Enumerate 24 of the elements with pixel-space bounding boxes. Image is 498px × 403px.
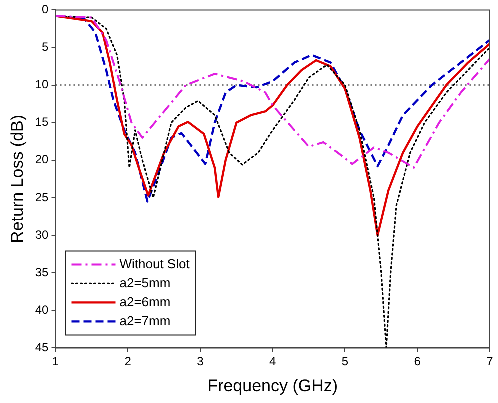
x-tick-label: 3	[197, 354, 204, 369]
y-tick-label: 5	[42, 40, 50, 54]
x-axis-title: Frequency (GHz)	[208, 376, 338, 396]
y-tick-label: 20	[35, 152, 50, 167]
y-axis-title: Return Loss (dB)	[8, 114, 27, 244]
x-tick-label: 7	[486, 354, 494, 369]
legend-label: a2=7mm	[120, 313, 171, 328]
line-series	[56, 15, 490, 169]
y-tick-label: 25	[35, 190, 50, 204]
y-tick-label: 45	[35, 340, 50, 355]
x-tick-label: 1	[52, 354, 60, 369]
x-tick-label: 6	[414, 354, 422, 369]
legend-label: a2=6mm	[120, 294, 171, 310]
y-tick-label: 10	[35, 78, 50, 92]
y-tick-label: 0	[42, 2, 50, 17]
legend-label: a2=5mm	[120, 275, 171, 290]
x-tick-label: 4	[270, 354, 277, 369]
y-tick-label: 40	[35, 302, 50, 317]
legend-label: Without Slot	[120, 256, 190, 272]
y-tick-label: 15	[35, 115, 50, 130]
x-tick-label: 5	[342, 354, 349, 369]
y-tick-label: 35	[35, 265, 50, 280]
x-tick-label: 2	[124, 354, 132, 369]
y-tick-label: 30	[35, 228, 50, 242]
